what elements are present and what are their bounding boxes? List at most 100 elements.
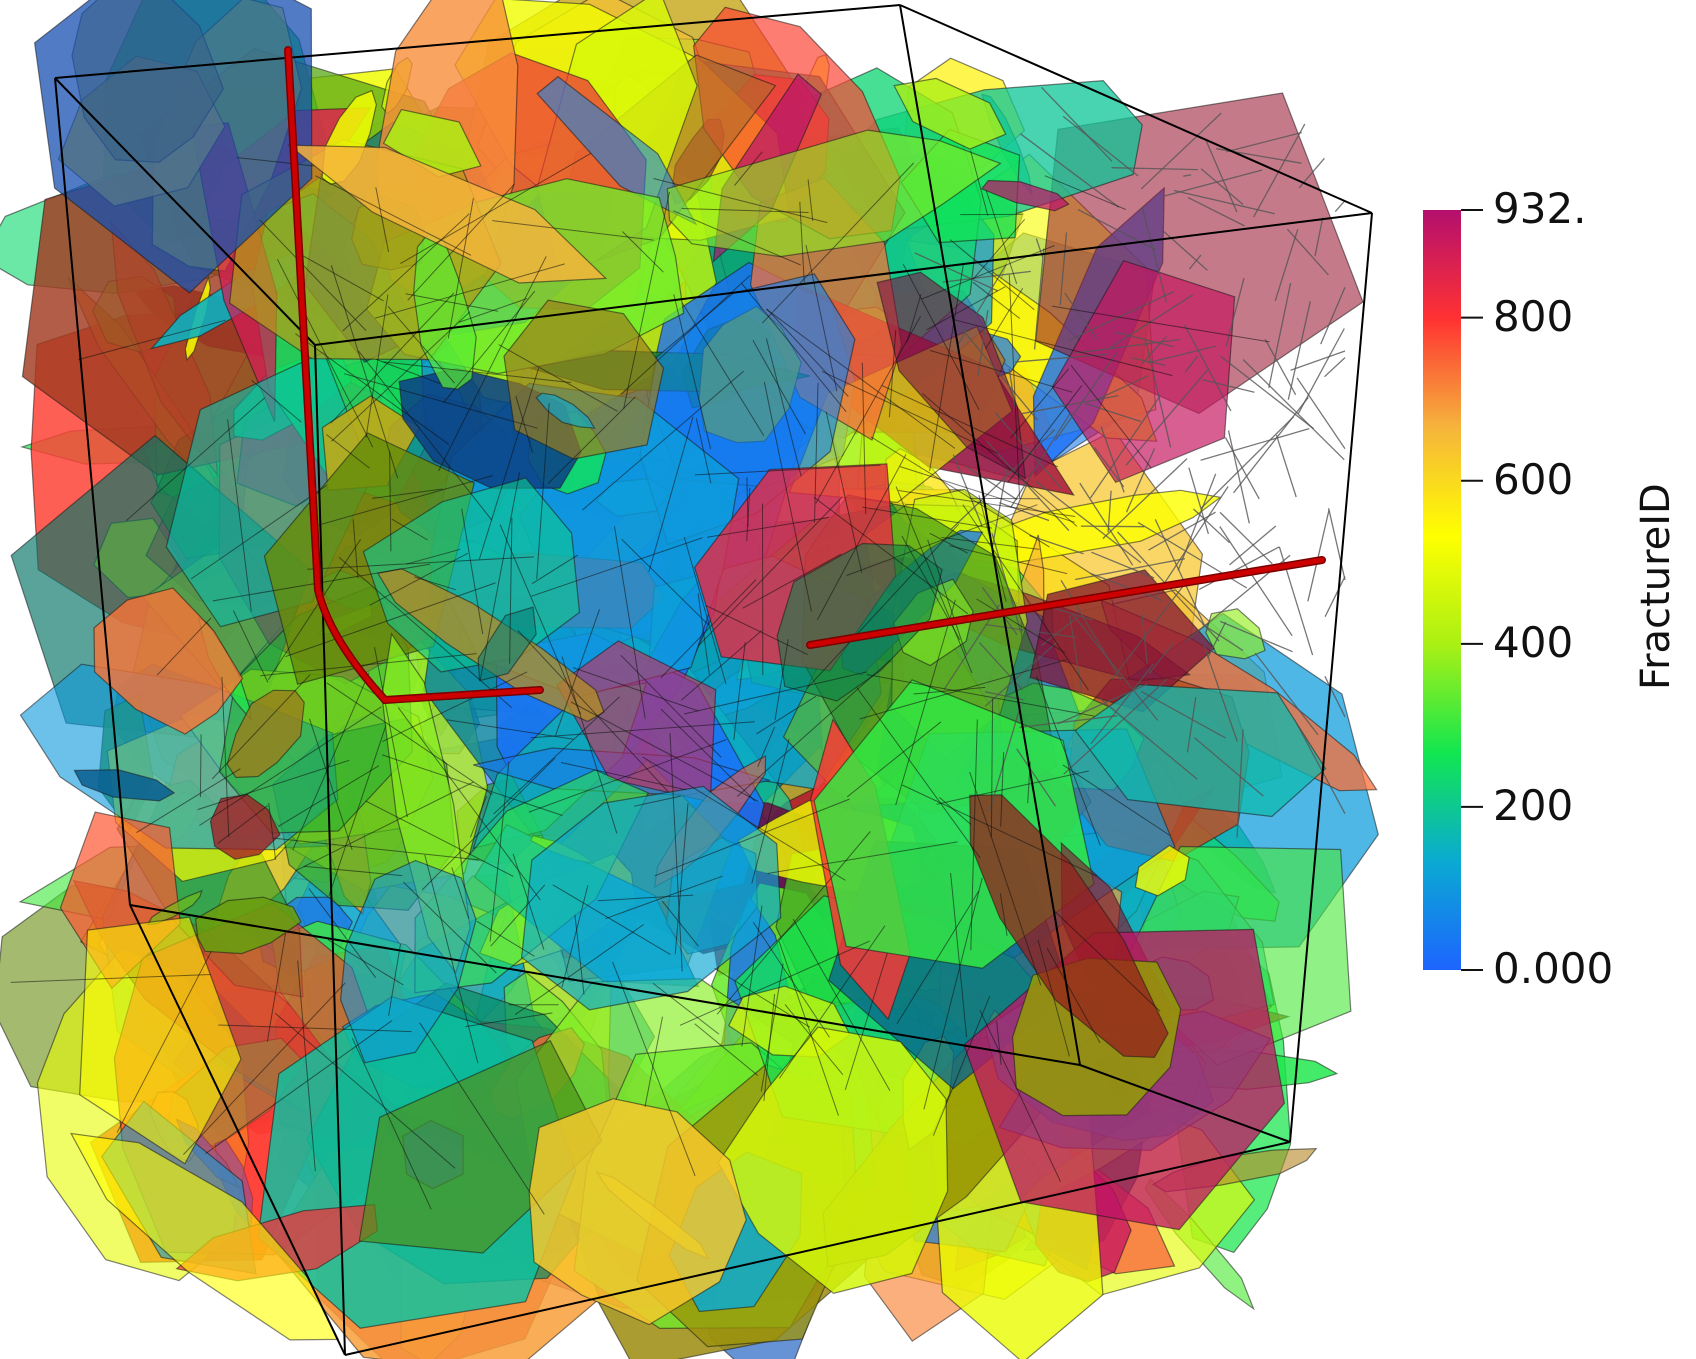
well-tube — [807, 557, 1325, 648]
fracture-outline — [1114, 331, 1174, 348]
fracture-edge — [1046, 947, 1101, 1044]
fracture-edge — [740, 282, 847, 413]
fracture-edge — [694, 1023, 759, 1076]
fracture-edge — [1007, 385, 1083, 483]
fracture-edge — [767, 841, 958, 874]
fracture-outline — [1205, 141, 1238, 213]
fracture-outline — [1200, 416, 1295, 509]
fracture-outline — [1286, 228, 1329, 276]
scalar-bar-tick-label: 600 — [1493, 454, 1574, 504]
fracture-outline — [1155, 486, 1229, 597]
fracture-outline — [1084, 402, 1142, 423]
fracture-edge — [899, 466, 1075, 523]
fracture-outline — [1264, 338, 1297, 396]
fracture-edge — [328, 725, 387, 897]
fracture-outline — [1094, 447, 1125, 488]
fracture-outline — [1141, 335, 1167, 365]
fracture-edge — [297, 960, 316, 1172]
fracture-outline — [1102, 458, 1188, 540]
fracture-edge — [218, 1024, 412, 1033]
fracture-edge — [752, 921, 830, 1038]
fracture-edge — [996, 1020, 1002, 1065]
fracture-edge — [400, 152, 592, 265]
fracture-outline — [1107, 490, 1112, 533]
fracture-edge — [814, 382, 819, 523]
fracture-edge — [634, 795, 681, 807]
fracture-edge — [1037, 940, 1070, 1057]
fracture-outline — [946, 311, 1039, 421]
fracture-edge — [736, 659, 891, 797]
fracture-edge — [807, 179, 814, 221]
fracture-edge — [862, 506, 992, 529]
fracture-edge — [382, 754, 563, 816]
fracture-edge — [644, 1016, 663, 1107]
fracture-edge — [929, 349, 1073, 393]
fracture-edge — [927, 539, 967, 655]
fracture-polygon — [528, 1098, 747, 1326]
fracture-edge — [976, 598, 1066, 654]
scalar-bar-ticks — [1461, 209, 1483, 971]
fracture-edge — [197, 759, 350, 811]
fracture-edge — [620, 654, 722, 758]
fracture-edge — [476, 920, 535, 957]
fracture-edge — [622, 231, 664, 273]
fracture-edge — [295, 781, 474, 872]
fracture-edge — [492, 220, 654, 241]
fracture-edge — [990, 698, 994, 838]
fracture-outline — [1064, 292, 1098, 340]
fracture-edge — [913, 686, 986, 695]
fracture-outline — [1052, 607, 1093, 621]
fracture-edge — [621, 538, 709, 626]
fracture-edge — [357, 350, 493, 521]
fracture-edge — [707, 517, 829, 538]
fracture-outline — [1324, 576, 1346, 617]
fracture-outline — [1198, 546, 1280, 590]
bounding-box-edge — [54, 77, 316, 346]
fracture-edge — [374, 263, 565, 319]
fracture-edge — [199, 706, 382, 826]
fracture-outline — [1131, 357, 1166, 366]
fracture-edge — [547, 396, 636, 484]
fracture-edge — [674, 803, 689, 955]
fracture-edge — [898, 490, 1076, 517]
fracture-edge — [326, 682, 493, 796]
fracture-edge — [295, 251, 384, 302]
fracture-edge — [509, 517, 513, 664]
fracture-edge — [309, 718, 353, 850]
fracture-edge — [190, 484, 328, 580]
fracture-wireframe — [10, 86, 1346, 1215]
fracture-polygon — [70, 1132, 340, 1341]
fracture-edge — [116, 951, 212, 1133]
fracture-outline — [1219, 526, 1293, 637]
fracture-outline — [1324, 357, 1346, 378]
fracture-edge — [125, 397, 266, 522]
fracture-edge — [806, 523, 960, 690]
fracture-edge — [742, 553, 842, 609]
fracture-outline — [1202, 623, 1244, 652]
fracture-edge — [383, 361, 572, 384]
fracture-outline — [1075, 558, 1185, 581]
fracture-edge — [870, 436, 1050, 548]
bounding-box-edge — [1079, 1064, 1291, 1143]
fracture-edge — [765, 338, 802, 477]
fracture-edge — [407, 183, 515, 301]
fracture-edge — [1054, 910, 1161, 1012]
fracture-outline — [1035, 480, 1142, 564]
fracture-edge — [653, 178, 828, 224]
bounding-box-edge — [314, 212, 1373, 346]
fracture-edge — [403, 881, 497, 974]
fracture-edge — [683, 537, 727, 685]
fracture-outline — [950, 429, 1056, 531]
fracture-edge — [648, 416, 694, 572]
fracture-edge — [679, 940, 870, 1026]
fracture-edge — [10, 974, 211, 983]
fracture-outline — [1219, 620, 1293, 653]
fracture-outline — [1187, 197, 1245, 227]
fracture-outline — [1111, 167, 1198, 171]
fracture-outline — [957, 264, 1007, 346]
fracture-edge — [681, 208, 809, 213]
fracture-outline — [1164, 169, 1263, 197]
bounding-box-edge — [344, 1141, 1291, 1356]
